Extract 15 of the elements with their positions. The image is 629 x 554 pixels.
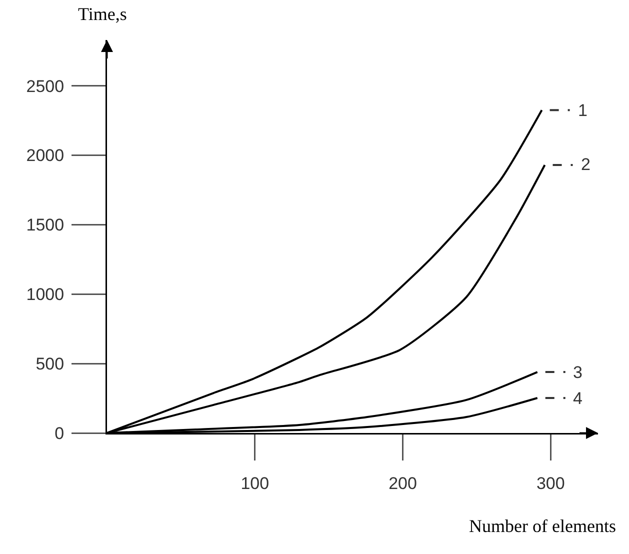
text: 3: [573, 363, 582, 382]
y-tick-label: 2000: [26, 146, 64, 166]
text: 1: [578, 101, 588, 120]
x-axis-title: Number of elements: [469, 516, 616, 536]
text: 2: [581, 155, 590, 174]
x-tick-label: 200: [388, 474, 417, 493]
y-tick-label: 500: [36, 354, 64, 374]
x-tick-label: 100: [240, 474, 270, 493]
y-tick-label: 2500: [26, 76, 64, 96]
y-tick-label: 1000: [26, 285, 64, 304]
text: 4: [573, 389, 582, 408]
y-axis-title: Time,s: [78, 4, 127, 24]
x-tick-label: 300: [536, 474, 565, 493]
y-tick-label: 0: [54, 424, 64, 443]
y-tick-label: 1500: [26, 216, 64, 235]
